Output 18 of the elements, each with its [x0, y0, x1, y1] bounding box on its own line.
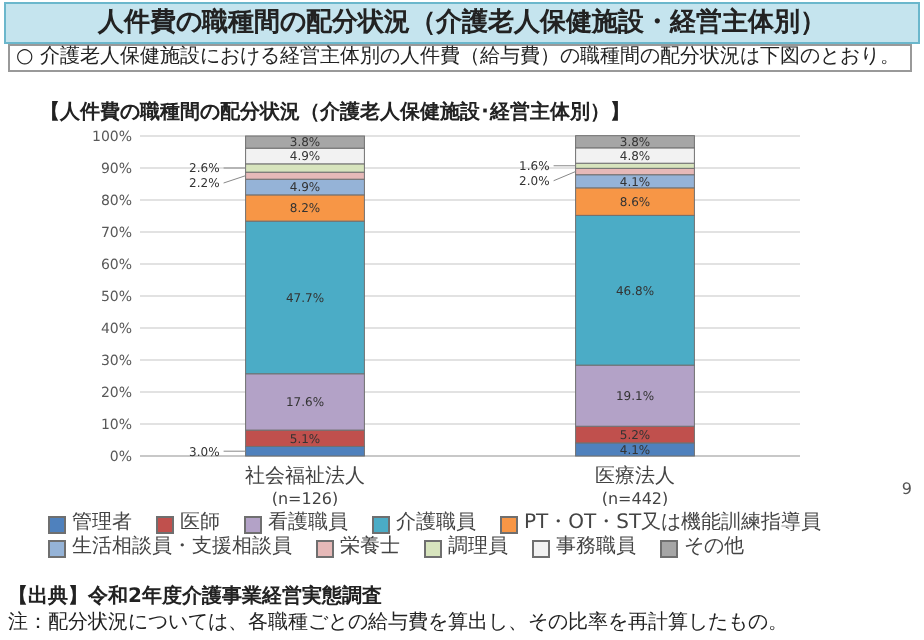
x-tick-label: 医療法人 (n=442): [595, 464, 675, 508]
chart-subtitle: ○ 介護老人保健施設における経営主体別の人件費（給与費）の職種間の配分状況は下図のとおり。: [8, 44, 912, 72]
legend-label: PT・OT・ST又は機能訓練指導員: [524, 512, 822, 535]
legend-label: 生活相談員・支援相談員: [72, 536, 292, 560]
x-tick-label: 社会福祉法人 (n=126): [245, 464, 365, 508]
chart-title: 人件費の職種間の配分状況（介護老人保健施設・経営主体別）: [4, 2, 920, 44]
legend-label: 看護職員: [268, 512, 348, 535]
legend-label: 介護職員: [396, 512, 476, 535]
text: 注：配分状況については、各職種ごとの給与費を算出し、その比率を再計算したもの。: [8, 612, 788, 636]
legend-label: 栄養士: [340, 536, 400, 560]
text: 【出典】令和2年度介護事業経営実態調査: [8, 586, 382, 610]
legend-label: 事務職員: [556, 536, 636, 560]
legend-label: その他: [684, 536, 744, 560]
legend-label: 医師: [180, 512, 220, 535]
legend-label: 管理者: [72, 512, 132, 535]
text: 9: [901, 480, 912, 500]
text: 【人件費の職種間の配分状況（介護老人保健施設･経営主体別）】: [40, 102, 630, 126]
legend-label: 調理員: [448, 536, 508, 560]
